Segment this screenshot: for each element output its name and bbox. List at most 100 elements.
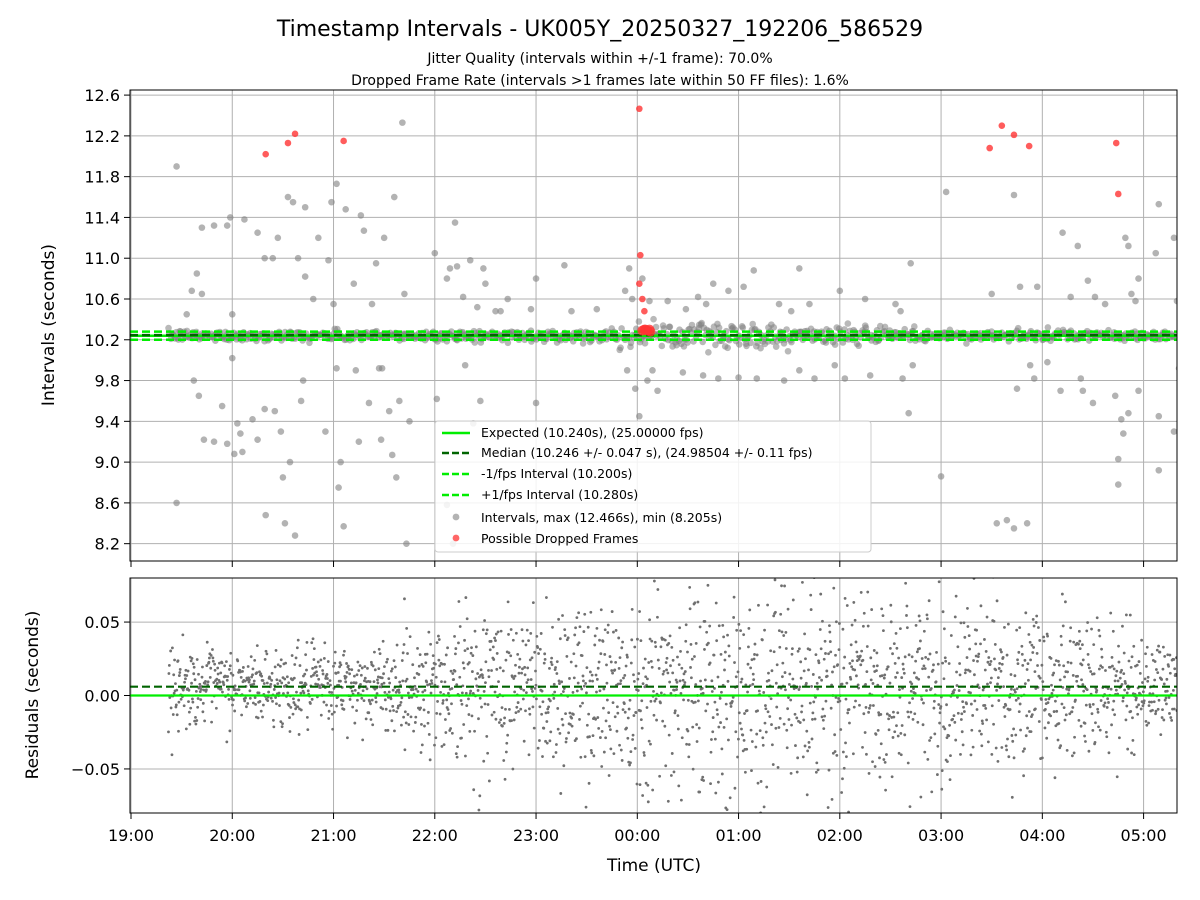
residual-point <box>1013 690 1017 694</box>
residual-point <box>501 724 504 728</box>
residual-point <box>1124 718 1128 722</box>
residual-point <box>298 664 302 667</box>
interval-point <box>340 523 347 530</box>
residual-point <box>856 655 860 658</box>
residual-point <box>688 586 692 589</box>
residual-point <box>192 672 196 676</box>
residual-point <box>353 688 357 692</box>
interval-point <box>623 367 631 374</box>
residual-point <box>948 723 951 727</box>
residual-point <box>803 744 807 748</box>
residual-point <box>710 738 713 741</box>
residual-point <box>376 681 380 685</box>
residual-point <box>947 734 951 738</box>
interval-point <box>705 349 712 356</box>
residual-point <box>442 743 446 747</box>
interval-point <box>377 436 385 443</box>
residual-point <box>905 626 909 630</box>
interval-point <box>664 297 671 305</box>
residual-point <box>582 684 586 688</box>
residual-point <box>534 683 538 687</box>
residual-point <box>1052 671 1056 675</box>
residual-point <box>231 703 234 707</box>
residual-point <box>712 653 716 657</box>
residual-point <box>1001 656 1005 659</box>
residual-point <box>804 657 807 661</box>
residual-point <box>1072 640 1076 644</box>
residual-point <box>1094 721 1097 725</box>
residual-point <box>691 767 695 771</box>
residual-point <box>613 668 617 672</box>
residual-point <box>676 714 680 718</box>
residual-point <box>561 723 565 727</box>
residual-point <box>614 629 618 632</box>
residual-point <box>1162 718 1166 722</box>
residual-point <box>879 742 883 746</box>
residual-point <box>576 681 580 685</box>
residual-point <box>387 690 391 694</box>
residual-point <box>925 689 928 692</box>
residual-point <box>624 664 628 668</box>
residual-point <box>1160 716 1164 719</box>
residual-point <box>689 642 693 646</box>
residual-point <box>1005 653 1009 657</box>
x-tick-label: 21:00 <box>310 826 356 845</box>
residual-point <box>376 675 380 679</box>
residual-point <box>201 710 205 714</box>
interval-point <box>195 392 203 400</box>
residual-point <box>299 708 303 712</box>
residual-point <box>427 630 431 634</box>
residual-point <box>1132 753 1136 757</box>
interval-point <box>1003 516 1011 524</box>
residual-point <box>935 650 938 654</box>
interval-point <box>218 402 226 410</box>
residual-point <box>727 738 730 742</box>
residual-point <box>568 677 571 680</box>
residual-point <box>1060 702 1064 706</box>
residual-point <box>784 647 788 650</box>
residual-point <box>952 691 955 694</box>
residual-point <box>535 634 539 638</box>
interval-point <box>568 307 575 315</box>
residual-point <box>425 680 429 684</box>
residual-point <box>1033 670 1037 673</box>
residual-point <box>1012 727 1016 731</box>
residual-point <box>1148 700 1151 704</box>
residual-point <box>474 677 478 681</box>
residual-point <box>378 652 382 656</box>
residual-point <box>912 687 915 691</box>
residual-point <box>213 662 217 666</box>
residual-point <box>528 707 531 711</box>
residual-point <box>472 788 476 792</box>
interval-point <box>210 438 218 446</box>
residual-point <box>175 688 179 692</box>
residual-point <box>715 708 719 712</box>
interval-point <box>897 307 904 315</box>
residual-point <box>619 679 623 683</box>
interval-point <box>328 198 335 206</box>
residual-point <box>523 673 527 677</box>
residual-point <box>732 616 736 619</box>
residual-point <box>278 664 282 668</box>
residual-point <box>534 669 537 673</box>
residual-point <box>650 639 654 643</box>
residual-point <box>718 696 722 700</box>
residual-point <box>395 643 399 647</box>
residual-point <box>512 718 516 722</box>
residual-point <box>417 673 421 676</box>
residual-point <box>843 655 847 659</box>
residual-point <box>1023 747 1026 751</box>
interval-point <box>806 300 813 308</box>
residual-point <box>309 702 312 705</box>
residual-point <box>400 723 403 727</box>
residual-point <box>780 630 784 634</box>
residual-point <box>717 725 721 729</box>
residual-point <box>696 600 700 604</box>
residual-point <box>358 664 362 668</box>
residual-point <box>593 643 597 647</box>
residual-point <box>710 679 714 683</box>
residual-point <box>587 781 591 785</box>
residual-point <box>962 705 965 709</box>
interval-point <box>618 325 625 332</box>
x-tick-label: 20:00 <box>209 826 255 845</box>
